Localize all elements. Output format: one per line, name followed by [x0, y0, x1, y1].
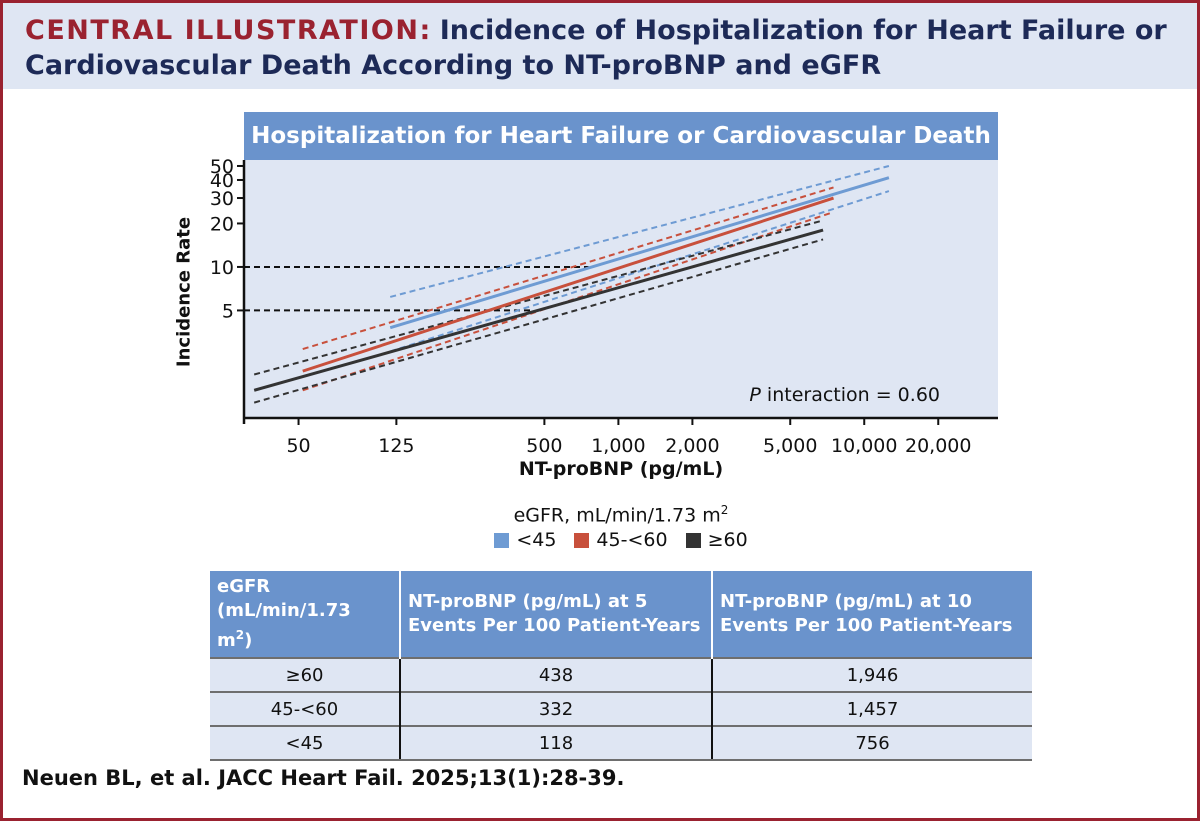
- y-axis-title-text: Incidence Rate: [173, 216, 195, 368]
- ci-lower-45-60: [302, 211, 834, 392]
- p-interaction-text: interaction = 0.60: [760, 384, 940, 406]
- y-tick-label-40: 40: [210, 170, 234, 192]
- ci-upper-ge60: [253, 219, 824, 376]
- table-cell: <45: [210, 725, 400, 761]
- series-line-ge60: [253, 228, 824, 392]
- title-text: Incidence of Hospitalization for Heart F…: [25, 15, 1167, 81]
- ci-lower-lt45: [389, 190, 890, 353]
- series-line-45-60: [302, 196, 834, 373]
- p-interaction-annotation: P interaction = 0.60: [700, 384, 940, 406]
- table-header-5-events: NT-proBNP (pg/mL) at 5 Events Per 100 Pa…: [399, 571, 712, 658]
- y-tick-label-5: 5: [222, 300, 234, 322]
- legend-title-sup: 2: [720, 503, 729, 517]
- table-cell: 1,946: [711, 657, 1032, 692]
- table-row: ≥60 438 1,946: [210, 657, 1032, 692]
- header-egfr-text: eGFR (mL/min/1.73 m: [217, 576, 351, 651]
- table-cell: ≥60: [210, 657, 400, 692]
- legend-item-lt45: <45: [494, 529, 556, 551]
- table-cell: 1,457: [711, 691, 1032, 726]
- y-tick-label-30: 30: [210, 188, 234, 210]
- table-cell: 438: [399, 657, 712, 692]
- table-header-egfr: eGFR (mL/min/1.73 m2): [210, 571, 400, 658]
- table-cell: 756: [711, 725, 1032, 761]
- legend-item-ge60: ≥60: [685, 529, 748, 551]
- legend-swatch-45-60: [574, 532, 590, 548]
- legend-item-45-60: 45-<60: [574, 529, 668, 551]
- x-tick-label-500: 500: [526, 435, 562, 457]
- chart-title: Hospitalization for Heart Failure or Car…: [244, 112, 998, 160]
- legend: <45 45-<60 ≥60: [244, 529, 998, 551]
- table-cell: 118: [399, 725, 712, 761]
- legend-label-ge60: ≥60: [707, 529, 748, 551]
- ci-lower-ge60: [253, 238, 824, 404]
- y-tick-label-50: 50: [210, 156, 234, 178]
- legend-label-lt45: <45: [516, 529, 557, 551]
- series-line-lt45: [389, 176, 890, 330]
- p-symbol: P: [749, 384, 761, 406]
- table-row: <45 118 756: [210, 725, 1032, 761]
- x-axis-title: NT-proBNP (pg/mL): [518, 458, 724, 480]
- table-header-row: eGFR (mL/min/1.73 m2) NT-proBNP (pg/mL) …: [210, 571, 1032, 658]
- table-cell: 332: [399, 691, 712, 726]
- legend-title-text: eGFR, mL/min/1.73 m: [513, 504, 721, 527]
- x-tick-label-50: 50: [286, 435, 310, 457]
- x-tick-label-20000: 20,000: [905, 435, 971, 457]
- legend-label-45-60: 45-<60: [596, 529, 668, 551]
- header-band: CENTRAL ILLUSTRATION: Incidence of Hospit…: [3, 3, 1197, 89]
- header-egfr-sup: 2: [235, 628, 245, 642]
- y-tick-label-20: 20: [210, 213, 234, 235]
- ci-upper-lt45: [389, 165, 890, 298]
- x-tick-label-1000: 1,000: [591, 435, 645, 457]
- x-tick-label-125: 125: [378, 435, 414, 457]
- x-tick-label-5000: 5,000: [763, 435, 817, 457]
- legend-swatch-ge60: [685, 532, 701, 548]
- table-header-10-events: NT-proBNP (pg/mL) at 10 Events Per 100 P…: [711, 571, 1032, 658]
- summary-table: eGFR (mL/min/1.73 m2) NT-proBNP (pg/mL) …: [210, 571, 1032, 761]
- table-cell: 45-<60: [210, 691, 400, 726]
- x-tick-label-2000: 2,000: [665, 435, 719, 457]
- legend-swatch-lt45: [494, 532, 510, 548]
- legend-title: eGFR, mL/min/1.73 m2: [244, 503, 998, 526]
- header-egfr-close: ): [244, 630, 253, 651]
- y-tick-label-10: 10: [210, 257, 234, 279]
- page-title: CENTRAL ILLUSTRATION: Incidence of Hospit…: [25, 13, 1185, 83]
- citation: Neuen BL, et al. JACC Heart Fail. 2025;1…: [22, 766, 625, 790]
- plot-area: [244, 160, 998, 418]
- title-label: CENTRAL ILLUSTRATION:: [25, 15, 432, 46]
- table-row: 45-<60 332 1,457: [210, 691, 1032, 726]
- ci-upper-45-60: [302, 186, 834, 351]
- x-tick-label-10000: 10,000: [831, 435, 897, 457]
